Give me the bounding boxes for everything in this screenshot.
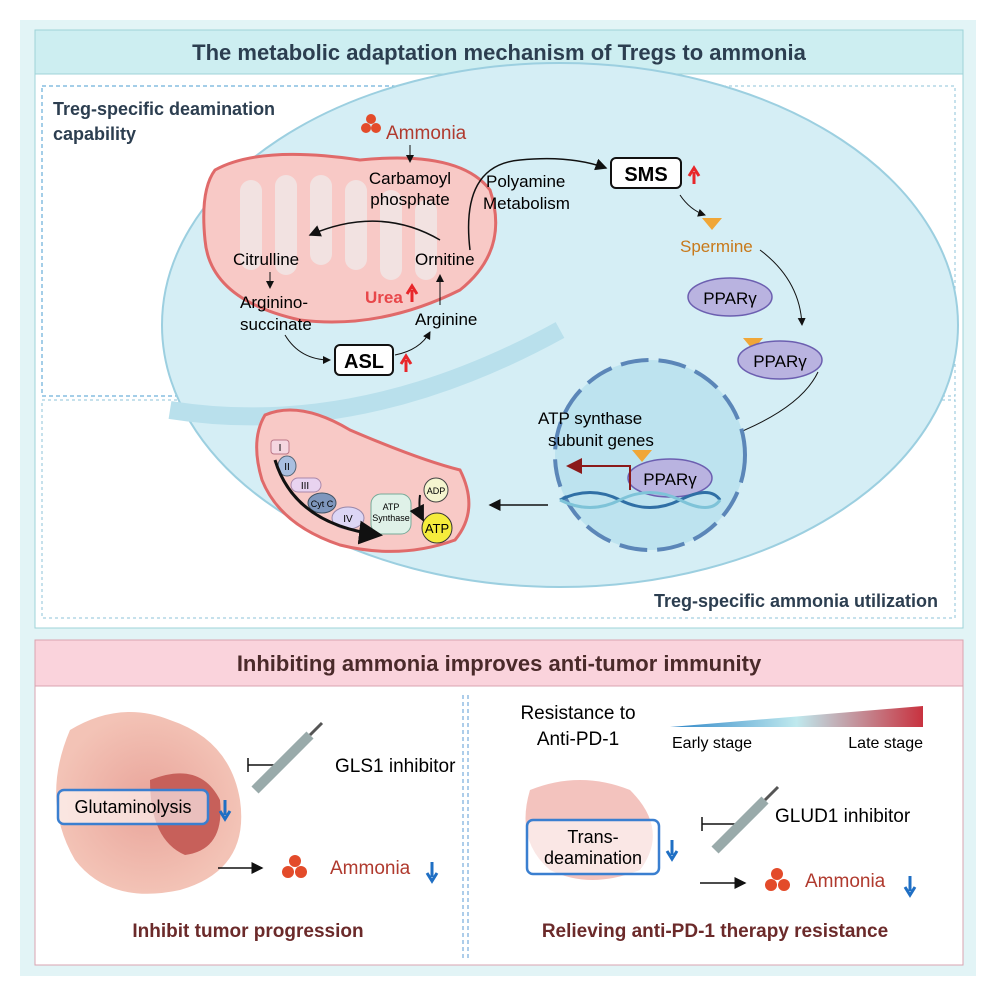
asl-box — [334, 344, 394, 376]
down-arrow-icon — [218, 800, 232, 822]
top-panel: The metabolic adaptation mechanism of Tr… — [34, 29, 964, 629]
pparg-bound — [737, 340, 823, 380]
spermine-label: Spermine — [680, 237, 753, 256]
resistance-label-2: Anti-PD-1 — [537, 729, 619, 750]
ammonia-dots-icon — [282, 855, 307, 878]
polyamine-label: Polyamine — [486, 172, 565, 191]
pparg-label: PPARγ — [703, 289, 757, 308]
glutaminolysis-box — [56, 788, 210, 826]
argininosuccinate-label: Arginino- — [240, 293, 308, 312]
atp-synthase-label: ATP — [383, 502, 400, 512]
complex-iv: IV — [343, 514, 353, 525]
carbamoyl-label-2: phosphate — [370, 190, 449, 209]
spermine-icon — [702, 218, 722, 230]
down-arrow-icon — [425, 862, 439, 884]
sms-box — [610, 157, 682, 189]
sms-label: SMS — [624, 164, 667, 186]
argininosuccinate-label-2: succinate — [240, 315, 312, 334]
ammonia-label: Ammonia — [386, 123, 467, 144]
transdeamination-label: Trans- — [567, 827, 618, 847]
atp-synthase-label-2: Synthase — [372, 513, 410, 523]
down-arrow-icon — [903, 876, 917, 898]
urea-label: Urea — [365, 288, 403, 307]
up-arrow-icon — [687, 165, 701, 184]
resistance-label: Resistance to — [520, 703, 635, 724]
down-arrow-icon — [665, 840, 679, 862]
complex-iii: III — [301, 481, 309, 492]
complex-ii: II — [284, 462, 290, 473]
pparg-receptor — [687, 277, 773, 317]
adp-label: ADP — [427, 486, 446, 496]
arginine-label: Arginine — [415, 310, 477, 329]
atp-genes-label: ATP synthase — [538, 409, 642, 428]
top-title: The metabolic adaptation mechanism of Tr… — [192, 40, 806, 65]
transdeamination-label-2: deamination — [544, 848, 642, 868]
ammonia-label: Ammonia — [805, 871, 886, 892]
up-arrow-icon — [405, 283, 419, 302]
ammonia-dots-icon — [765, 868, 790, 891]
citrulline-label: Citrulline — [233, 250, 299, 269]
glutaminolysis-label: Glutaminolysis — [74, 797, 191, 817]
ammonia-dots-icon — [361, 114, 381, 133]
bottom-header — [34, 639, 964, 687]
ammonia-label: Ammonia — [330, 858, 411, 879]
cytochrome-c: Cyt C — [311, 499, 334, 509]
bottom-panel: Inhibiting ammonia improves anti-tumor i… — [34, 639, 964, 966]
atp-label: ATP — [425, 521, 449, 536]
early-stage-label: Early stage — [672, 735, 752, 752]
syringe-icon — [711, 785, 780, 854]
glud1-inhibitor-label: GLUD1 inhibitor — [775, 806, 911, 827]
up-arrow-icon — [399, 353, 413, 372]
left-caption: Inhibit tumor progression — [132, 921, 363, 942]
pparg-label: PPARγ — [643, 470, 697, 489]
polyamine-label-2: Metabolism — [483, 194, 570, 213]
asl-label: ASL — [344, 351, 384, 373]
syringe-icon — [251, 721, 324, 794]
dna-icon — [559, 491, 722, 509]
transdeamination-box — [525, 818, 661, 876]
carbamoyl-label: Carbamoyl — [369, 169, 451, 188]
section-utilization-label: Treg-specific ammonia utilization — [654, 591, 938, 611]
section-deamination-label-2: capability — [53, 124, 136, 144]
section-deamination-label: Treg-specific deamination — [53, 99, 275, 119]
complex-i: I — [279, 443, 282, 454]
ornitine-label: Ornitine — [415, 250, 475, 269]
bottom-title: Inhibiting ammonia improves anti-tumor i… — [237, 651, 762, 676]
nucleus — [553, 358, 747, 552]
pparg-label: PPARγ — [753, 352, 807, 371]
stage-gradient-bar — [670, 706, 923, 727]
atp-genes-label-2: subunit genes — [548, 431, 654, 450]
late-stage-label: Late stage — [848, 735, 923, 752]
gls1-inhibitor-label: GLS1 inhibitor — [335, 756, 456, 777]
right-caption: Relieving anti-PD-1 therapy resistance — [542, 921, 888, 942]
